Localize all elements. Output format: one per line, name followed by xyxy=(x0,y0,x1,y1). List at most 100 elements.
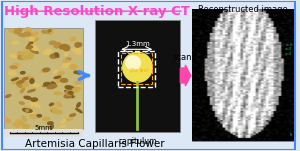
Ellipse shape xyxy=(28,42,33,47)
Ellipse shape xyxy=(75,81,81,84)
Ellipse shape xyxy=(41,69,46,72)
Ellipse shape xyxy=(75,42,81,46)
Ellipse shape xyxy=(27,108,33,114)
Ellipse shape xyxy=(43,68,50,72)
Ellipse shape xyxy=(64,53,68,55)
Ellipse shape xyxy=(61,125,65,127)
Ellipse shape xyxy=(64,95,71,98)
Ellipse shape xyxy=(43,85,47,87)
Ellipse shape xyxy=(44,82,51,86)
Ellipse shape xyxy=(19,84,28,88)
Ellipse shape xyxy=(75,43,82,47)
Ellipse shape xyxy=(54,53,59,57)
Ellipse shape xyxy=(5,95,11,97)
Ellipse shape xyxy=(65,90,70,94)
Ellipse shape xyxy=(60,44,67,49)
Ellipse shape xyxy=(18,52,22,55)
Ellipse shape xyxy=(70,37,76,41)
Ellipse shape xyxy=(48,122,53,125)
Ellipse shape xyxy=(50,125,53,129)
Ellipse shape xyxy=(22,77,28,80)
Ellipse shape xyxy=(51,103,56,105)
Bar xyxy=(192,10,294,141)
Ellipse shape xyxy=(54,76,61,79)
Ellipse shape xyxy=(12,41,18,44)
Ellipse shape xyxy=(30,45,38,50)
Ellipse shape xyxy=(14,28,22,33)
Ellipse shape xyxy=(23,108,32,112)
Ellipse shape xyxy=(76,72,81,74)
Ellipse shape xyxy=(30,49,38,53)
Ellipse shape xyxy=(43,117,50,121)
Ellipse shape xyxy=(60,79,68,82)
Ellipse shape xyxy=(52,110,62,114)
Ellipse shape xyxy=(20,72,25,74)
Ellipse shape xyxy=(55,53,58,57)
Ellipse shape xyxy=(30,115,36,119)
Bar xyxy=(118,51,155,87)
Ellipse shape xyxy=(22,116,27,121)
Ellipse shape xyxy=(58,71,64,75)
Ellipse shape xyxy=(16,120,21,122)
Ellipse shape xyxy=(66,58,71,60)
Text: ($\theta$o, $\phi$o): ($\theta$o, $\phi$o) xyxy=(129,66,149,75)
Ellipse shape xyxy=(56,78,62,82)
Ellipse shape xyxy=(77,103,80,107)
Ellipse shape xyxy=(28,53,33,59)
Ellipse shape xyxy=(28,89,35,92)
Ellipse shape xyxy=(13,123,20,127)
Text: 1.3mm: 1.3mm xyxy=(125,41,150,47)
Ellipse shape xyxy=(24,96,31,99)
Text: Artemisia Capillaris Flower: Artemisia Capillaris Flower xyxy=(26,139,165,149)
Ellipse shape xyxy=(44,49,52,55)
Ellipse shape xyxy=(54,92,61,95)
Ellipse shape xyxy=(20,88,24,93)
Ellipse shape xyxy=(14,78,21,81)
Ellipse shape xyxy=(48,28,53,34)
Ellipse shape xyxy=(77,86,80,89)
Bar xyxy=(4,28,83,129)
Ellipse shape xyxy=(10,66,17,69)
Text: Fr: Fr xyxy=(290,133,292,137)
Bar xyxy=(95,20,180,132)
Ellipse shape xyxy=(19,122,23,125)
Ellipse shape xyxy=(22,55,29,59)
Ellipse shape xyxy=(76,44,80,47)
Ellipse shape xyxy=(12,81,16,84)
Ellipse shape xyxy=(31,98,38,101)
Ellipse shape xyxy=(70,65,77,69)
Ellipse shape xyxy=(65,86,75,90)
Ellipse shape xyxy=(30,79,34,83)
Ellipse shape xyxy=(50,103,53,106)
Ellipse shape xyxy=(9,29,15,32)
Ellipse shape xyxy=(20,51,28,55)
Text: z=0
x=0
y=0: z=0 x=0 y=0 xyxy=(285,43,292,56)
Ellipse shape xyxy=(73,88,76,94)
Ellipse shape xyxy=(54,43,61,48)
Ellipse shape xyxy=(61,119,65,124)
Ellipse shape xyxy=(67,118,72,121)
Ellipse shape xyxy=(47,84,57,89)
Ellipse shape xyxy=(53,70,57,73)
Ellipse shape xyxy=(17,80,24,84)
Ellipse shape xyxy=(50,108,56,110)
Ellipse shape xyxy=(63,45,70,51)
Ellipse shape xyxy=(72,49,81,52)
FancyArrow shape xyxy=(180,65,191,86)
Ellipse shape xyxy=(75,49,82,54)
Ellipse shape xyxy=(30,102,38,106)
Ellipse shape xyxy=(34,105,40,107)
Ellipse shape xyxy=(76,108,82,113)
Ellipse shape xyxy=(17,56,25,59)
Ellipse shape xyxy=(26,109,28,112)
Ellipse shape xyxy=(74,71,78,73)
Ellipse shape xyxy=(29,37,34,41)
Ellipse shape xyxy=(29,42,32,47)
Bar xyxy=(4,129,83,137)
Ellipse shape xyxy=(37,115,41,117)
Ellipse shape xyxy=(18,33,26,37)
Ellipse shape xyxy=(62,63,70,68)
Ellipse shape xyxy=(19,102,24,104)
Ellipse shape xyxy=(17,83,22,87)
Ellipse shape xyxy=(24,32,31,36)
